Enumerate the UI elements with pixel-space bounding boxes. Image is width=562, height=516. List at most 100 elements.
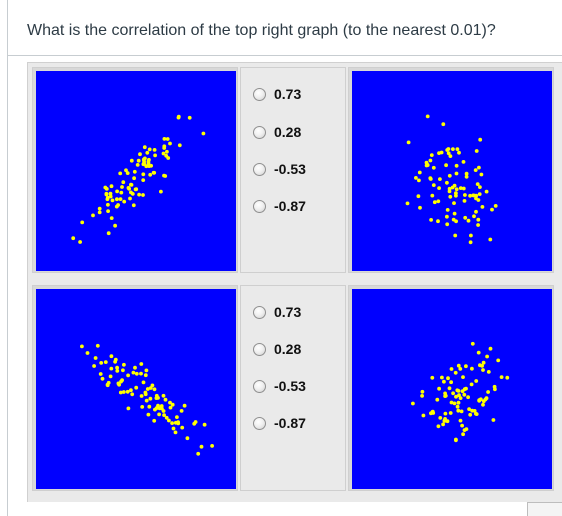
scatter-point — [106, 202, 110, 207]
scatter-point — [456, 363, 461, 368]
scatter-point — [141, 380, 146, 385]
scatter-point — [436, 199, 441, 204]
scatter-point — [142, 162, 147, 167]
scatter-point — [71, 236, 76, 241]
scatter-point — [420, 389, 425, 394]
radio-icon[interactable] — [253, 162, 266, 176]
scatter-point — [145, 150, 150, 155]
scatter-point — [425, 114, 430, 119]
scatter-point — [474, 196, 478, 201]
scatter-point — [431, 165, 436, 170]
scatter-point — [121, 368, 125, 373]
radio-icon[interactable] — [253, 199, 266, 213]
radio-icon[interactable] — [253, 379, 266, 393]
scatter-point — [115, 365, 119, 370]
scatter-point — [452, 401, 457, 406]
scatter-point — [429, 218, 433, 222]
scatter-point — [481, 402, 485, 407]
scatter-point — [146, 161, 151, 166]
scatter-point — [97, 206, 102, 211]
scatter-point — [168, 400, 172, 405]
radio-icon[interactable] — [253, 305, 266, 319]
scatter-point — [152, 148, 157, 152]
option-label: 0.73 — [274, 86, 302, 102]
option-top-2[interactable]: 0.28 — [253, 122, 301, 142]
scatter-point — [454, 163, 459, 168]
option-bottom-3[interactable]: -0.53 — [253, 376, 306, 396]
option-top-4[interactable]: -0.87 — [253, 196, 306, 216]
scatter-point — [439, 150, 444, 155]
scatter-point — [157, 406, 162, 411]
option-top-3[interactable]: -0.53 — [253, 159, 306, 179]
scatter-point — [462, 199, 467, 203]
scatter-point — [480, 205, 485, 209]
option-bottom-1[interactable]: 0.73 — [253, 302, 301, 322]
scatter-point — [416, 194, 421, 199]
scatter-point — [417, 178, 421, 183]
graph-grid: 0.73 0.28 -0.53 -0.87 0.73 0.28 -0.53 -0… — [27, 62, 562, 502]
scatter-point — [473, 168, 478, 172]
scatter-point — [133, 187, 138, 192]
scatter-point — [141, 193, 145, 197]
scatter-point — [454, 171, 459, 176]
radio-icon[interactable] — [253, 87, 266, 101]
scatter-point — [452, 183, 457, 188]
option-label: -0.53 — [274, 378, 306, 394]
scatter-point — [196, 451, 201, 456]
scatter-point — [105, 197, 110, 202]
plot-bottom-left — [32, 285, 238, 491]
option-bottom-2[interactable]: 0.28 — [253, 339, 301, 359]
scatter-point — [464, 171, 469, 176]
scatter-point — [476, 350, 481, 355]
radio-icon[interactable] — [253, 125, 266, 139]
scatter-point — [106, 380, 111, 385]
scatter-point — [496, 358, 501, 363]
scatter-point — [441, 422, 445, 427]
scatter-point — [152, 418, 157, 423]
plot-background — [352, 289, 552, 489]
scatter-point — [168, 141, 172, 146]
scatter-plot-bottom-left — [36, 289, 236, 489]
scatter-point — [129, 182, 133, 187]
option-bottom-4[interactable]: -0.87 — [253, 413, 306, 433]
scatter-point — [474, 412, 479, 416]
radio-icon[interactable] — [253, 342, 266, 356]
scatter-point — [165, 137, 170, 141]
scatter-point — [139, 362, 144, 366]
radio-icon[interactable] — [253, 416, 266, 430]
scatter-point — [100, 376, 105, 381]
scatter-point — [453, 233, 458, 238]
scatter-point — [449, 367, 454, 371]
scatter-point — [477, 165, 481, 170]
scatter-point — [461, 375, 465, 379]
option-label: -0.53 — [274, 161, 306, 177]
scatter-point — [445, 180, 449, 185]
corner-tab — [527, 502, 562, 516]
scatter-point — [131, 203, 136, 208]
scatter-point — [116, 203, 120, 207]
scatter-plot-top-right — [352, 71, 552, 271]
scatter-point — [448, 411, 453, 415]
option-top-1[interactable]: 0.73 — [253, 84, 301, 104]
option-label: 0.28 — [274, 124, 302, 140]
scatter-point — [446, 376, 450, 381]
scatter-point — [126, 373, 130, 378]
scatter-point — [168, 405, 173, 410]
scatter-point — [99, 361, 104, 365]
scatter-point — [424, 163, 429, 168]
scatter-point — [470, 341, 475, 346]
scatter-point — [192, 421, 197, 426]
scatter-point — [484, 396, 489, 401]
scatter-point — [406, 140, 411, 145]
scatter-point — [463, 193, 467, 197]
scatter-point — [116, 381, 121, 386]
scatter-point — [428, 176, 433, 181]
plot-bottom-right — [348, 285, 554, 491]
scatter-point — [451, 217, 456, 222]
scatter-point — [118, 390, 123, 395]
scatter-point — [176, 114, 181, 119]
scatter-point — [148, 386, 153, 390]
scatter-point — [173, 420, 178, 425]
scatter-point — [462, 392, 467, 397]
scatter-point — [92, 364, 96, 368]
